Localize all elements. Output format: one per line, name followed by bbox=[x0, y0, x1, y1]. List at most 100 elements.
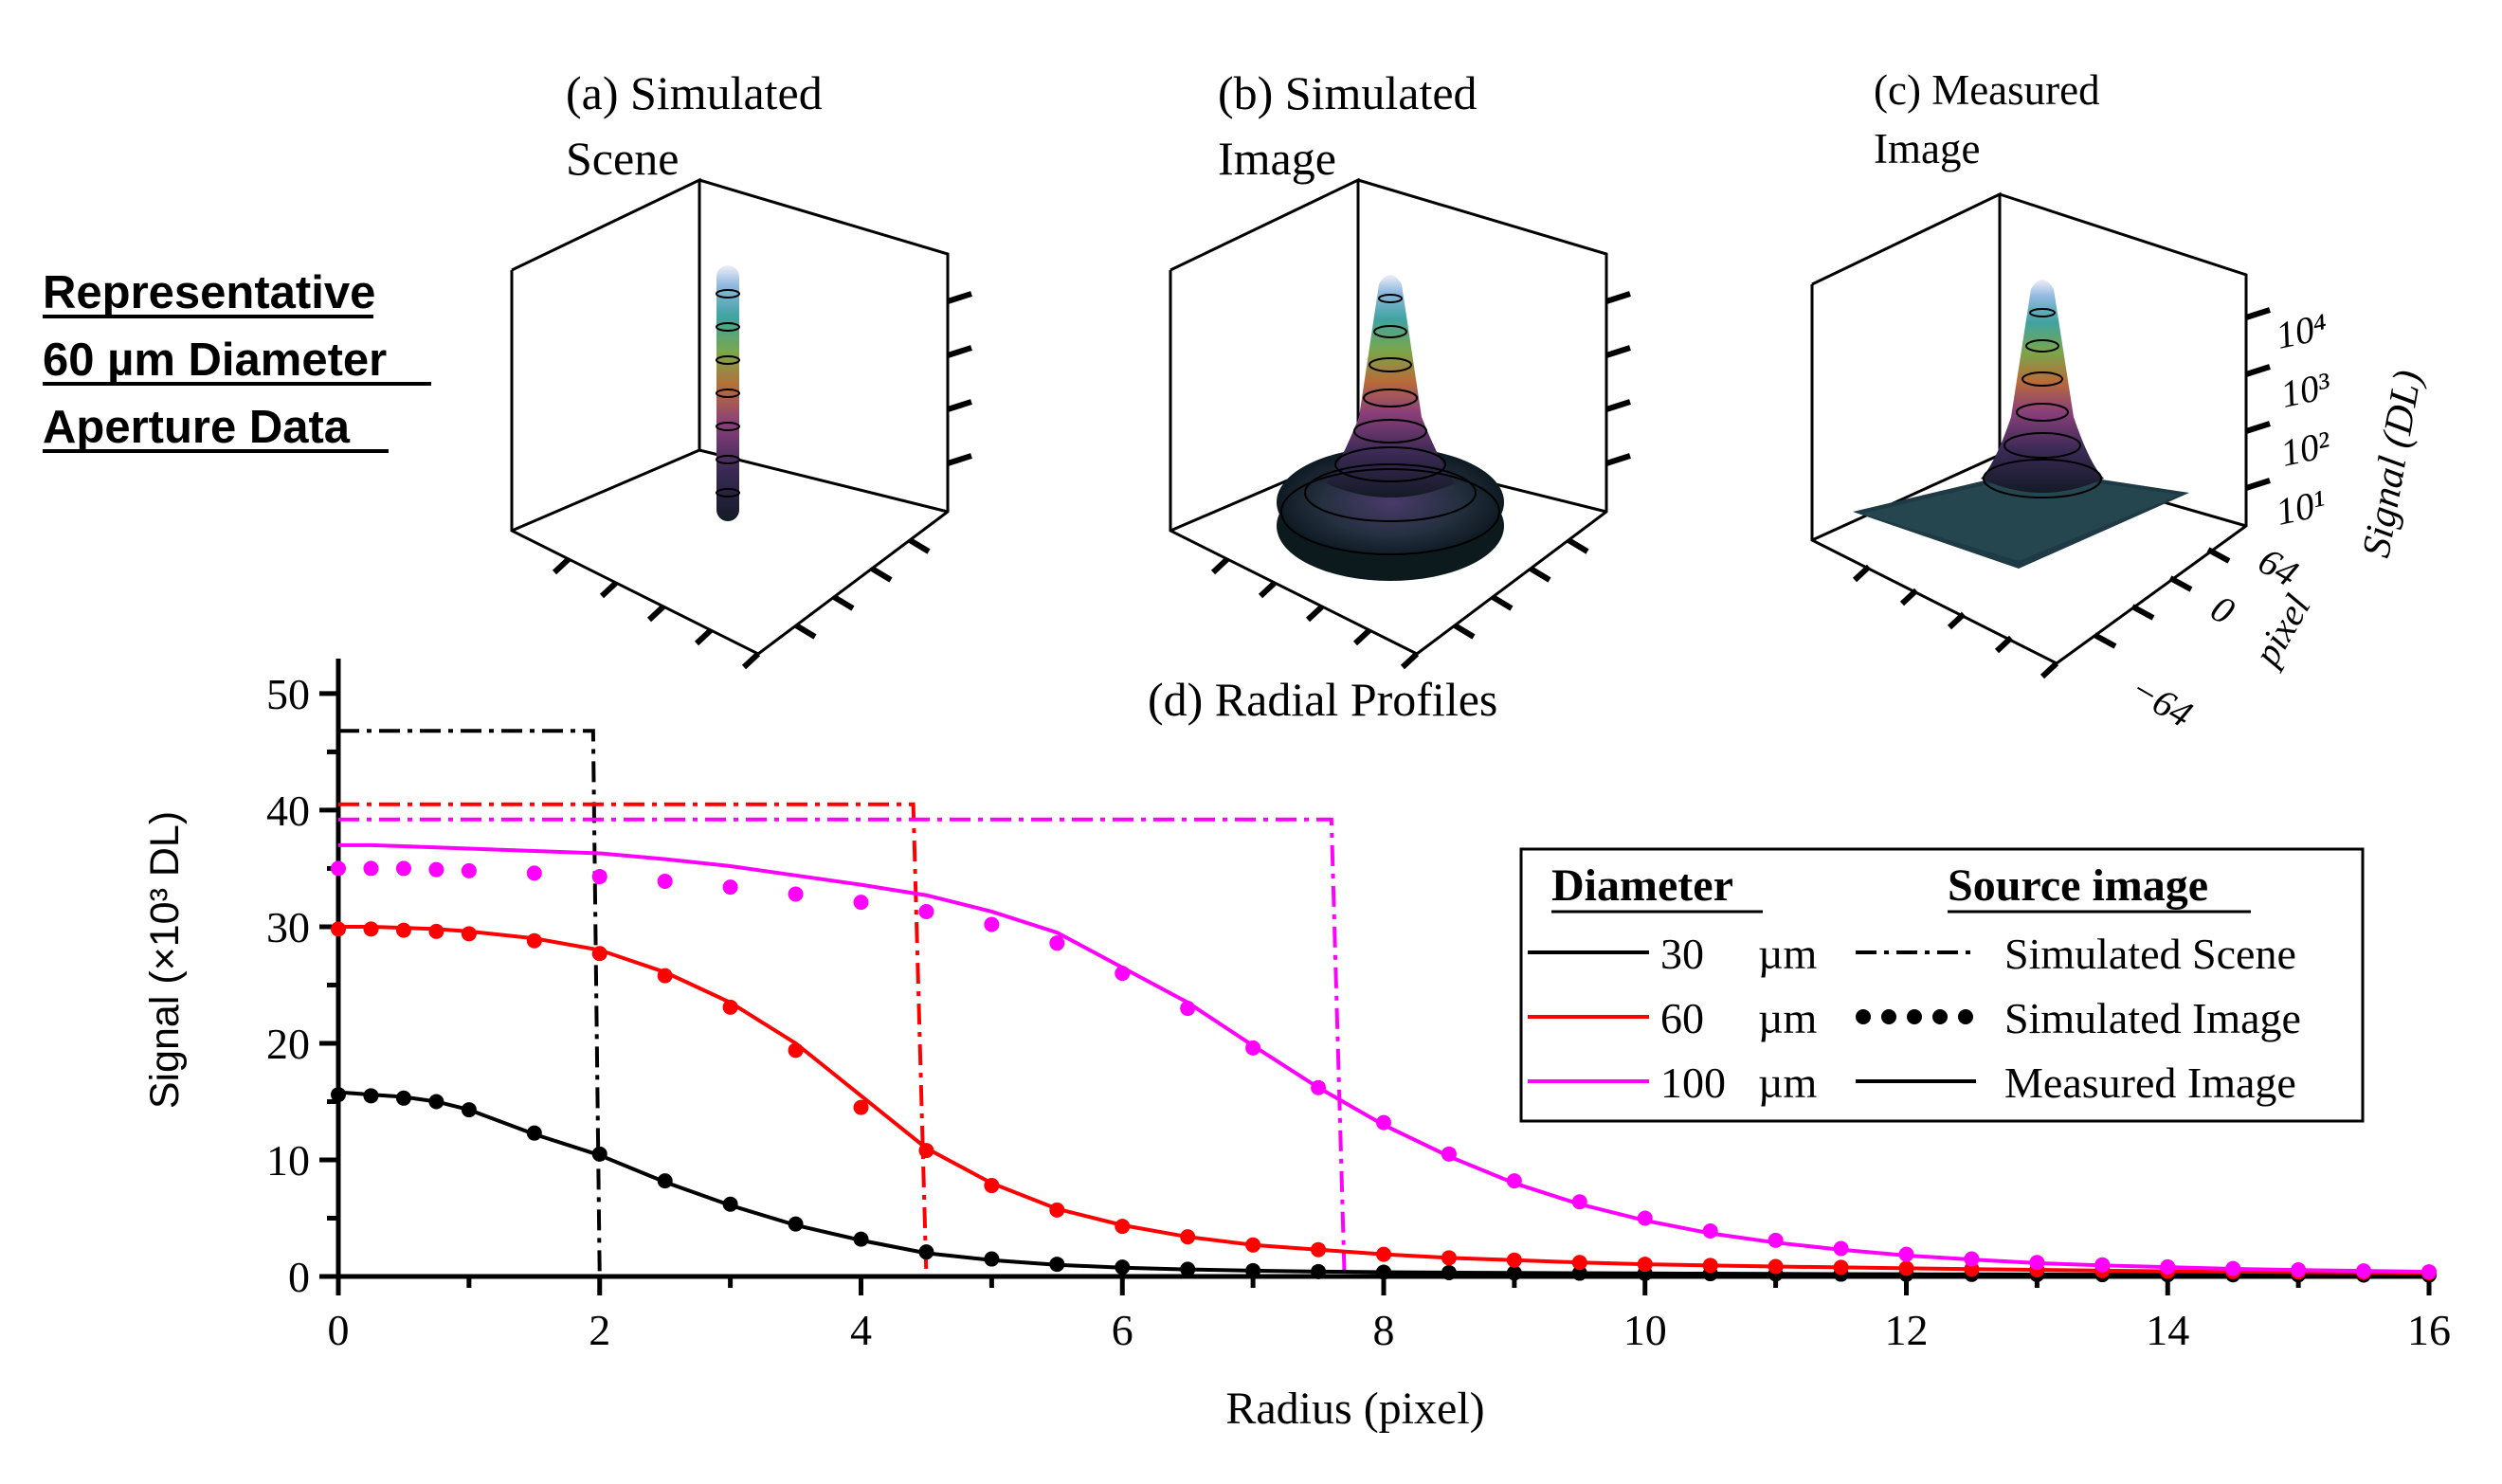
legend: Diameter Source image 30 µm 60 µm 100 µm bbox=[1519, 847, 2365, 1123]
sim-image-point bbox=[395, 860, 411, 877]
sim-image-point bbox=[591, 946, 607, 962]
panel-c-pixel-label: pixel bbox=[2243, 588, 2318, 675]
sim-image-point bbox=[788, 1216, 804, 1232]
panel-c-z-tick-3: 10¹ bbox=[2273, 481, 2330, 534]
sim-image-point bbox=[1180, 1001, 1196, 1017]
sim-image-point bbox=[461, 1102, 477, 1118]
sim-image-point bbox=[2094, 1257, 2111, 1273]
sim-image-point bbox=[1376, 1264, 1391, 1280]
sim-image-point bbox=[1245, 1237, 1261, 1253]
sim-image-point bbox=[1180, 1229, 1196, 1245]
legend-label-60: 60 bbox=[1660, 994, 1704, 1042]
sim-image-point bbox=[526, 865, 542, 881]
panel-c-z-tick-2: 10² bbox=[2277, 423, 2335, 475]
chart-title: (d) Radial Profiles bbox=[1148, 673, 1497, 726]
sim-image-point bbox=[1115, 1259, 1131, 1276]
sim-image-point bbox=[428, 923, 444, 939]
sim-image-point bbox=[1898, 1246, 1914, 1262]
sim-image-point bbox=[1311, 1079, 1327, 1095]
sim-image-point bbox=[1049, 1202, 1065, 1218]
panel-a-column bbox=[716, 265, 739, 521]
sim-image-point bbox=[1506, 1173, 1522, 1189]
panel-c-floor-inner bbox=[1862, 474, 2180, 561]
sim-image-point bbox=[1637, 1257, 1653, 1273]
sim-image-point bbox=[461, 926, 477, 942]
panel-b-ticks bbox=[1210, 291, 1631, 670]
sim-image-point bbox=[1376, 1114, 1391, 1131]
sim-image-point bbox=[428, 1094, 444, 1110]
panel-a-box bbox=[510, 177, 950, 656]
y-tick-label: 0 bbox=[288, 1253, 310, 1301]
sim-image-point bbox=[1506, 1265, 1522, 1281]
panel-c-ticks bbox=[1852, 307, 2271, 679]
sim-image-point bbox=[918, 1244, 934, 1260]
x-tick-label: 0 bbox=[328, 1306, 350, 1354]
sim-image-point bbox=[1506, 1252, 1522, 1268]
sim-image-point bbox=[788, 1042, 804, 1059]
legend-unit-100: µm bbox=[1758, 1059, 1818, 1107]
sim-image-point bbox=[853, 1231, 869, 1247]
panel-c-z-label: Signal (DL) bbox=[2355, 367, 2431, 560]
sim-image-point bbox=[526, 1125, 542, 1141]
sim-image-point bbox=[363, 1088, 379, 1104]
x-tick-label: 4 bbox=[850, 1306, 872, 1354]
sim-image-point bbox=[1637, 1210, 1653, 1226]
sim-image-point bbox=[984, 1251, 1000, 1267]
sim-image-point bbox=[2291, 1261, 2307, 1277]
x-axis-label: Radius (pixel) bbox=[1225, 1384, 1484, 1434]
panel-a-title-line1: (a) Simulated bbox=[566, 66, 823, 119]
panel-c-pixel-tick-0: 64 bbox=[2252, 539, 2306, 595]
sim-image-point bbox=[1571, 1265, 1587, 1281]
sim-image-point bbox=[2160, 1258, 2176, 1275]
x-tick-label: 6 bbox=[1112, 1306, 1133, 1354]
panel-c-z-ticks: 10⁴ 10³ 10² 10¹ bbox=[2273, 305, 2335, 534]
sim-image-point bbox=[1311, 1263, 1327, 1279]
side-title-line3: Aperture Data bbox=[43, 402, 351, 453]
legend-source-sim-image: Simulated Image bbox=[1856, 994, 2301, 1042]
legend-source-measured: Measured Image bbox=[1856, 1059, 2296, 1107]
sim-image-point bbox=[2225, 1260, 2241, 1276]
y-axis-label: Signal (×10³ DL) bbox=[142, 811, 188, 1109]
legend-unit-60: µm bbox=[1758, 994, 1818, 1042]
chart-tick-labels: 0 2 4 6 8 10 12 14 16 0 10 20 30 40 50 bbox=[266, 670, 2451, 1354]
sim-image-point bbox=[1833, 1259, 1849, 1276]
panel-c-pixel-tick-2: −64 bbox=[2124, 667, 2201, 735]
sim-image-point bbox=[2421, 1264, 2437, 1280]
scene-line-60 bbox=[338, 802, 929, 1277]
sim-image-point bbox=[526, 932, 542, 949]
panel-a-contours bbox=[716, 289, 740, 498]
panel-c: (c) Measured Image bbox=[1810, 66, 2431, 735]
panel-a-ticks bbox=[552, 291, 972, 670]
panel-c-title-line1: (c) Measured bbox=[1874, 66, 2100, 114]
legend-row-30: 30 µm bbox=[1528, 930, 1818, 978]
sim-image-point bbox=[1702, 1258, 1718, 1274]
sim-image-point bbox=[1441, 1250, 1457, 1266]
radial-profile-chart: (d) Radial Profiles 0 2 4 6 8 10 12 14 16 0 10 20 30… bbox=[142, 659, 2451, 1434]
sim-image-point bbox=[1441, 1264, 1457, 1280]
panel-c-contours bbox=[1983, 308, 2102, 498]
scene-line-30 bbox=[338, 729, 602, 1277]
panel-a: (a) Simulated Scene bbox=[510, 66, 972, 670]
panel-a-title-line2: Scene bbox=[566, 132, 679, 185]
sim-image-point bbox=[984, 1178, 1000, 1194]
sim-image-point bbox=[1180, 1261, 1196, 1277]
sim-image-point bbox=[1376, 1246, 1391, 1262]
sim-image-point bbox=[363, 860, 379, 877]
sim-image-point bbox=[395, 922, 411, 938]
legend-label-100: 100 bbox=[1660, 1059, 1726, 1107]
y-tick-label: 40 bbox=[266, 787, 310, 835]
sim-image-point bbox=[853, 895, 869, 911]
sim-image-point bbox=[1115, 1219, 1131, 1235]
sim-image-point bbox=[1702, 1223, 1718, 1240]
sim-image-point bbox=[2356, 1263, 2372, 1279]
sim-image-point bbox=[657, 1173, 673, 1189]
panel-b-title-line1: (b) Simulated bbox=[1218, 66, 1478, 119]
panel-b-contours bbox=[1280, 294, 1500, 555]
side-title: Representative 60 µm Diameter Aperture D… bbox=[43, 267, 431, 453]
side-title-line1: Representative bbox=[43, 267, 375, 318]
sim-image-point bbox=[1768, 1258, 1784, 1275]
sim-image-point bbox=[657, 873, 673, 889]
sim-image-point bbox=[722, 999, 738, 1015]
legend-unit-30: µm bbox=[1758, 930, 1818, 978]
legend-row-60: 60 µm bbox=[1528, 994, 1818, 1042]
